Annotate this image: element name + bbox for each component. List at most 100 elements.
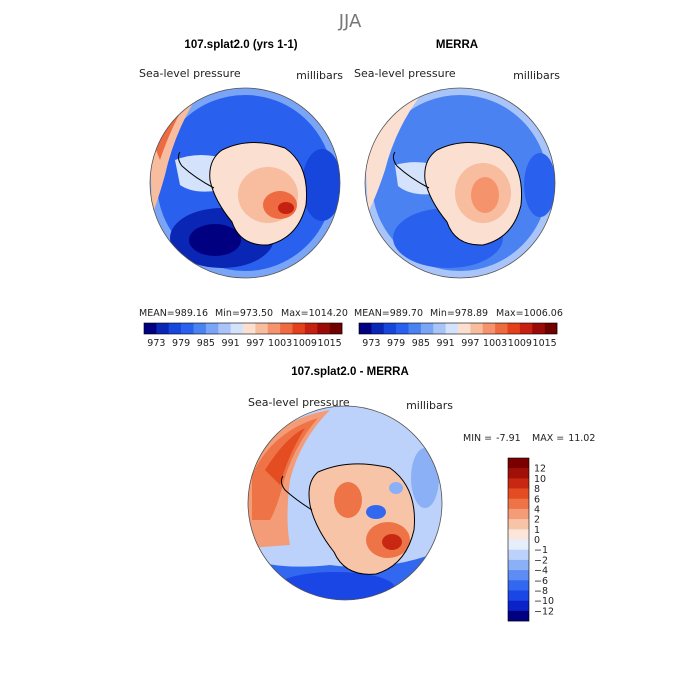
panel-diff-title: 107.splat2.0 - MERRA xyxy=(291,366,409,378)
panel-obs-colorbar-tick-label: 1009 xyxy=(508,338,532,349)
panel-diff-colorbar-swatch xyxy=(508,519,529,530)
panel-model-colorbar-swatch xyxy=(193,323,207,334)
svg-text:MEAN=989.16: MEAN=989.16 xyxy=(139,308,208,319)
panel-model-map-border xyxy=(149,87,341,279)
panel-obs-colorbar-tick-label: 991 xyxy=(437,338,455,349)
panel-obs-colorbar-swatch xyxy=(383,323,397,334)
panel-obs-mean-value: 989.70 xyxy=(390,308,423,319)
panel-obs-stats: MEAN=989.70 Min=978.89 Max=1006.06 xyxy=(354,308,563,319)
panel-diff-colorbar-tick-label: −2 xyxy=(534,555,548,566)
panel-diff-low-east xyxy=(411,448,439,508)
panel-obs-colorbar-swatch xyxy=(482,323,496,334)
panel-model-low-east xyxy=(302,149,340,221)
panel-obs-colorbar-swatch xyxy=(532,323,545,334)
panel-obs-right-label: millibars xyxy=(513,69,560,82)
panel-obs-colorbar-tick-label: 985 xyxy=(412,338,430,349)
svg-text:Max=1006.06: Max=1006.06 xyxy=(496,308,563,319)
panel-model-colorbar-tick-label: 991 xyxy=(222,338,240,349)
svg-text:MAX =11.02: MAX = 11.02 xyxy=(532,433,595,444)
panel-diff-colorbar-swatch xyxy=(508,549,529,561)
panel-diff-colorbar-tick-label: −6 xyxy=(534,576,548,587)
panel-diff-min-label: MIN = xyxy=(463,433,492,444)
panel-diff-colorbar-tick-label: 10 xyxy=(534,474,546,485)
panel-model-colorbar-swatch xyxy=(304,323,318,334)
panel-obs-min-value: 978.89 xyxy=(455,308,488,319)
panel-model-left-label: Sea-level pressure xyxy=(139,67,241,80)
panel-obs-colorbar-swatch xyxy=(519,323,533,334)
panel-obs-colorbar-swatch xyxy=(408,323,422,334)
panel-obs-colorbar-swatch xyxy=(544,323,558,334)
panel-diff-peninsula-coast xyxy=(280,475,313,511)
svg-text:Max=1014.20: Max=1014.20 xyxy=(281,308,348,319)
panel-obs-colorbar-swatch xyxy=(420,323,434,334)
panel-diff-colorbar-swatch xyxy=(508,559,529,571)
panel-diff-colorbar-swatch xyxy=(508,478,529,489)
panel-model-min-value: 973.50 xyxy=(240,308,273,319)
panel-diff-stats: MIN = -7.91 MAX = 11.02 xyxy=(463,433,595,444)
panel-model-colorbar-swatch xyxy=(218,323,231,334)
panel-diff-high-west-core xyxy=(252,418,318,520)
panel-diff-high-west-peak xyxy=(265,428,305,485)
panel-model-colorbar-tick-label: 1009 xyxy=(293,338,317,349)
panel-model-peninsula-coast xyxy=(177,151,215,189)
panel-model-colorbar-swatch xyxy=(156,323,170,334)
panel-obs-colorbar-tick-label: 1003 xyxy=(483,338,507,349)
panel-diff-min-value: -7.91 xyxy=(496,433,521,444)
panel-obs-min-label: Min= xyxy=(430,308,455,319)
panel-model-max-label: Max= xyxy=(281,308,309,319)
panel-model: 107.splat2.0 (yrs 1-1) Sea-level pressur… xyxy=(139,39,348,349)
panel-obs-colorbar-tick-label: 997 xyxy=(461,338,479,349)
panel-obs-colorbar-swatch xyxy=(433,323,446,334)
panel-diff-colorbar-swatch xyxy=(508,539,529,550)
panel-diff-colorbar-tick-label: 4 xyxy=(534,504,540,515)
panel-model-colorbar-tick-label: 985 xyxy=(197,338,215,349)
panel-diff-right-label: millibars xyxy=(406,399,453,412)
svg-text:Min=978.89: Min=978.89 xyxy=(430,308,488,319)
svg-text:MIN =-7.91: MIN = -7.91 xyxy=(463,433,521,444)
panel-diff-colorbar-tick-label: 1 xyxy=(534,525,540,536)
panel-model-colorbar-swatch xyxy=(267,323,281,334)
panel-diff-colorbar-tick-label: 6 xyxy=(534,494,540,505)
svg-text:Min=973.50: Min=973.50 xyxy=(215,308,273,319)
panel-model-title: 107.splat2.0 (yrs 1-1) xyxy=(184,39,297,51)
panel-obs-colorbar-swatch xyxy=(396,323,409,334)
panel-diff: 107.splat2.0 - MERRA Sea-level pressure … xyxy=(247,366,595,622)
panel-diff-colorbar-tick-label: −10 xyxy=(534,596,554,607)
panel-obs-coastline xyxy=(424,141,523,246)
panel-model-mean-value: 989.16 xyxy=(175,308,208,319)
panel-model-max-value: 1014.20 xyxy=(309,308,348,319)
panel-obs-colorbar-tick-label: 1015 xyxy=(533,338,557,349)
panel-diff-antarctica-low-small xyxy=(389,482,403,494)
panel-diff-colorbar-tick-label: 12 xyxy=(534,464,546,475)
panel-model-right-label: millibars xyxy=(296,69,343,82)
panel-model-min-label: Min= xyxy=(215,308,240,319)
panel-model-colorbar-tick-label: 1015 xyxy=(318,338,342,349)
panel-obs-colorbar-swatch xyxy=(458,323,471,334)
panel-model-colorbar-swatch xyxy=(255,323,269,334)
panel-model-low-core xyxy=(189,224,241,256)
panel-diff-antarctica-west-high xyxy=(334,482,362,518)
panel-diff-colorbar-swatch xyxy=(508,590,529,601)
panel-obs-colorbar-swatch xyxy=(371,323,385,334)
panel-obs-map-border xyxy=(364,87,556,279)
panel-diff-colorbar-tick-label: −12 xyxy=(534,606,554,617)
panel-model-colorbar-tick-label: 1003 xyxy=(268,338,292,349)
panel-diff-colorbar-swatch xyxy=(508,580,529,591)
panel-diff-colorbar-tick-label: −1 xyxy=(534,545,548,556)
panel-model-antarctica-peak xyxy=(278,202,294,214)
panel-obs-colorbar-tick-label: 979 xyxy=(387,338,405,349)
panel-model-colorbar-swatch xyxy=(317,323,330,334)
panel-diff-max-label: MAX = xyxy=(532,433,564,444)
panel-diff-map-border xyxy=(247,405,443,601)
panel-model-coastline xyxy=(209,141,308,246)
panel-obs-colorbar: 973 979 985 991 997 1003 1009 1015 xyxy=(358,322,558,349)
panel-model-colorbar-tick-label: 979 xyxy=(172,338,190,349)
panel-diff-colorbar-tick-label: 0 xyxy=(534,535,540,546)
panel-model-colorbar-tick-label: 973 xyxy=(147,338,165,349)
panel-diff-colorbar-swatch xyxy=(508,508,529,520)
panel-diff-left-label: Sea-level pressure xyxy=(248,396,350,409)
panel-model-colorbar-swatch xyxy=(144,323,157,334)
panel-model-colorbar-swatch xyxy=(292,323,306,334)
panel-model-colorbar-tick-label: 997 xyxy=(246,338,264,349)
